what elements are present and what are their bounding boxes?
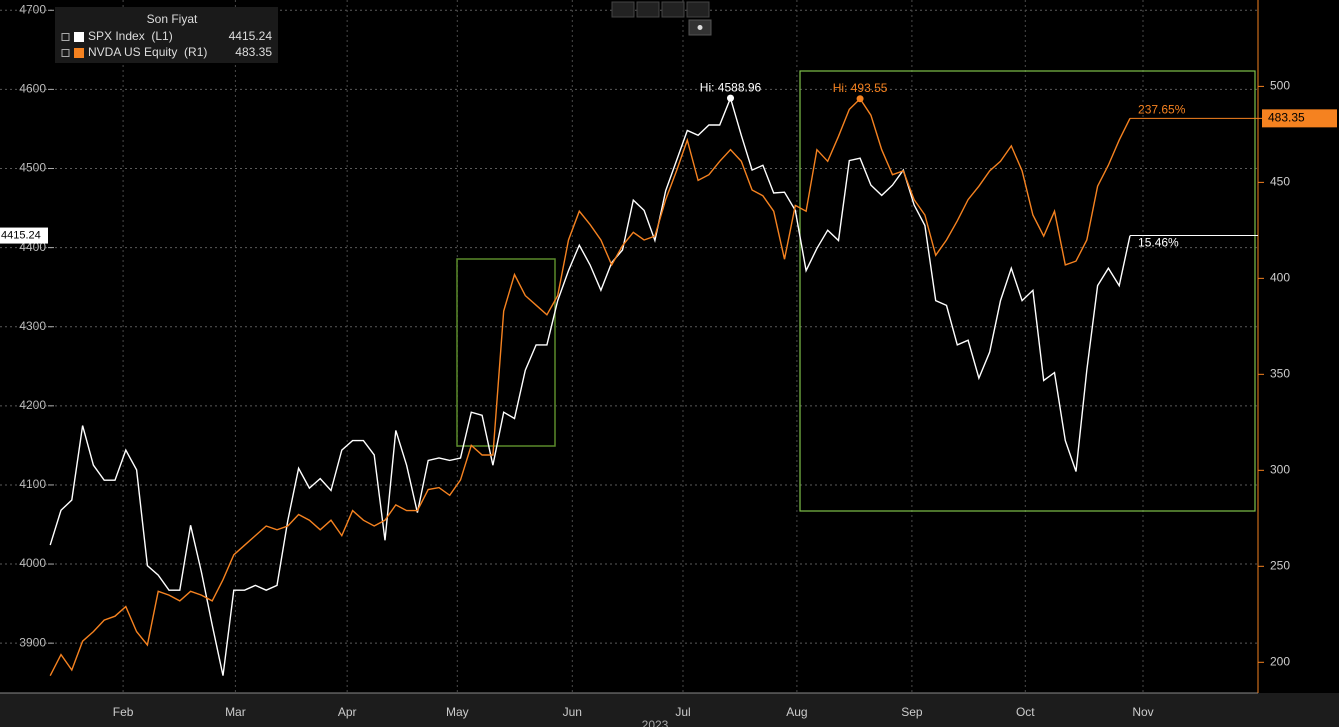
tool-icon bbox=[697, 25, 703, 30]
change-label: 237.65% bbox=[1138, 103, 1186, 117]
x-tick-label: Jul bbox=[675, 705, 690, 719]
legend-toggle bbox=[61, 33, 70, 41]
high-marker bbox=[856, 95, 864, 103]
legend-label: SPX Index (L1) bbox=[88, 29, 173, 43]
legend-box bbox=[55, 7, 278, 63]
legend-value: 483.35 bbox=[235, 45, 272, 59]
y-tick-label: 4600 bbox=[19, 82, 46, 96]
legend-value: 4415.24 bbox=[229, 29, 273, 43]
series-line bbox=[49, 97, 1131, 677]
x-axis-strip bbox=[0, 693, 1339, 727]
high-label: Hi: 493.55 bbox=[833, 81, 888, 95]
y2-tick-label: 300 bbox=[1270, 462, 1290, 476]
x-tick-label: Aug bbox=[786, 705, 807, 719]
plot bbox=[49, 94, 1262, 677]
legend-title: Son Fiyat bbox=[147, 12, 198, 26]
y-tick-label: 4300 bbox=[19, 319, 46, 333]
last-value-tag bbox=[0, 227, 48, 244]
tool-button[interactable] bbox=[611, 1, 635, 18]
tool-button[interactable] bbox=[661, 1, 685, 18]
y-tick-label: 4200 bbox=[19, 398, 46, 412]
legend-toggle bbox=[61, 49, 70, 57]
y2-tick-label: 400 bbox=[1270, 271, 1290, 285]
y2-tick-label: 500 bbox=[1270, 79, 1290, 93]
y-tick-label: 3900 bbox=[19, 635, 46, 649]
y-tick-label: 4500 bbox=[19, 161, 46, 175]
x-tick-label: May bbox=[446, 705, 469, 719]
x-tick-label: Oct bbox=[1016, 705, 1035, 719]
toolbar bbox=[611, 1, 712, 36]
y2-tick-label: 350 bbox=[1270, 367, 1290, 381]
series-line bbox=[49, 95, 1131, 676]
year-label: 2023 bbox=[642, 718, 669, 727]
grid bbox=[0, 0, 1258, 693]
tool-button[interactable] bbox=[686, 1, 710, 18]
x-tick-label: Feb bbox=[113, 705, 134, 719]
highlight-box bbox=[456, 258, 556, 447]
legend-swatch bbox=[74, 48, 84, 58]
legend-swatch bbox=[74, 32, 84, 42]
high-label: Hi: 4588.96 bbox=[700, 80, 762, 94]
y2-tick-label: 250 bbox=[1270, 558, 1290, 572]
x-tick-label: Mar bbox=[225, 705, 246, 719]
x-tick-label: Sep bbox=[901, 705, 923, 719]
y-tick-label: 4100 bbox=[19, 477, 46, 491]
x-tick-label: Apr bbox=[338, 705, 357, 719]
tool-button[interactable] bbox=[636, 1, 660, 18]
highlight-box bbox=[799, 70, 1256, 512]
legend: Son Fiyat bbox=[55, 7, 278, 63]
last-value-label: 4415.24 bbox=[1, 229, 41, 241]
y-tick-label: 4700 bbox=[19, 2, 46, 16]
last-value-label: 483.35 bbox=[1268, 111, 1305, 125]
x-tick-label: Jun bbox=[563, 705, 582, 719]
y-tick-label: 4000 bbox=[19, 556, 46, 570]
y2-tick-label: 200 bbox=[1270, 654, 1290, 668]
high-marker bbox=[727, 94, 735, 102]
x-tick-label: Nov bbox=[1132, 705, 1153, 719]
y2-tick-label: 450 bbox=[1270, 175, 1290, 189]
last-value-tag bbox=[1262, 109, 1337, 128]
legend-label: NVDA US Equity (R1) bbox=[88, 45, 207, 59]
change-label: 15.46% bbox=[1138, 236, 1179, 250]
